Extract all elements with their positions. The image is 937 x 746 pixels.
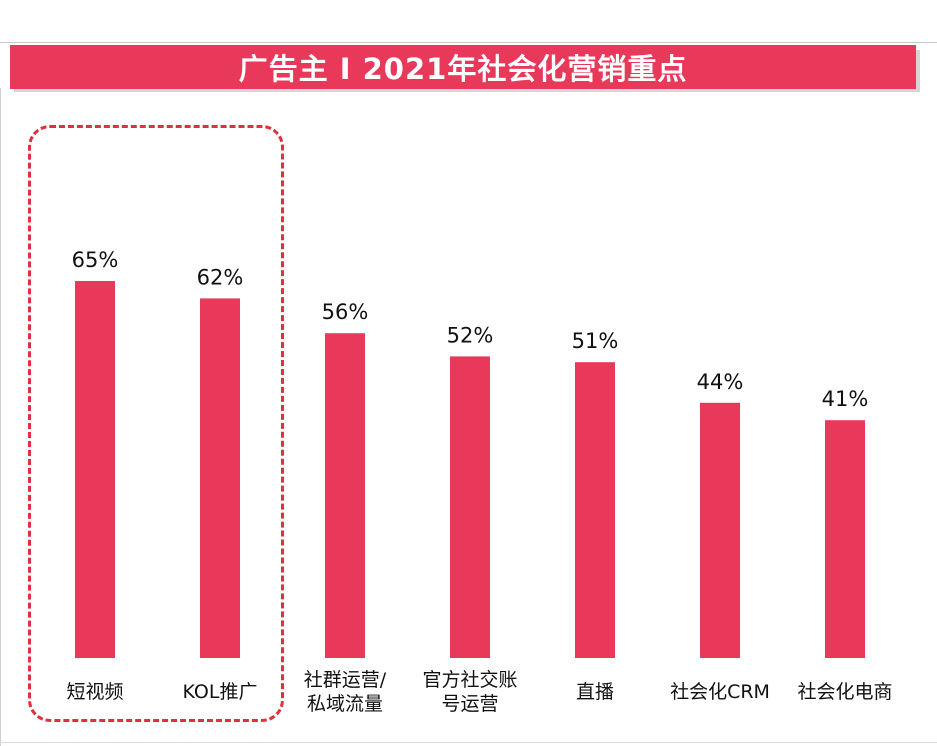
value-label-2: 62% xyxy=(197,265,244,289)
bar-7 xyxy=(825,420,865,658)
value-labels-group: 65% 62% 56% 52% 51% 44% 41% xyxy=(72,248,869,411)
category-label-line: 官方社交账 xyxy=(422,669,517,691)
category-label-line: 社群运营/ xyxy=(304,669,387,691)
bar-3 xyxy=(325,333,365,658)
bars-group xyxy=(75,281,865,658)
category-label-7: 社会化电商 xyxy=(797,681,892,703)
bar-4 xyxy=(450,356,490,658)
value-label-3: 56% xyxy=(322,300,369,324)
title-banner: 广告主 I 2021年社会化营销重点 xyxy=(10,45,916,89)
category-label-6: 社会化CRM xyxy=(670,681,770,703)
category-label-1: 短视频 xyxy=(66,681,123,703)
bar-6 xyxy=(700,402,740,658)
category-label-line: 社会化电商 xyxy=(797,681,892,703)
category-label-line: 社会化CRM xyxy=(670,681,770,703)
category-label-2: KOL推广 xyxy=(183,681,258,703)
bar-2 xyxy=(200,298,240,658)
value-label-4: 52% xyxy=(447,323,494,347)
category-label-3: 社群运营/私域流量 xyxy=(304,669,387,715)
category-label-line: 号运营 xyxy=(441,693,498,715)
value-label-1: 65% xyxy=(72,248,119,272)
category-label-4: 官方社交账号运营 xyxy=(422,669,517,715)
category-label-line: 私域流量 xyxy=(307,693,383,715)
bar-5 xyxy=(575,362,615,658)
highlight-box xyxy=(28,125,284,722)
value-label-5: 51% xyxy=(572,329,619,353)
value-label-7: 41% xyxy=(822,387,869,411)
value-label-6: 44% xyxy=(697,370,744,394)
top-rule xyxy=(0,42,937,43)
category-label-line: 直播 xyxy=(576,681,614,703)
chart-title: 广告主 I 2021年社会化营销重点 xyxy=(238,52,688,86)
left-rule xyxy=(0,88,1,746)
bottom-rule xyxy=(0,742,937,743)
category-label-line: KOL推广 xyxy=(183,681,258,703)
category-label-line: 短视频 xyxy=(66,681,123,703)
category-label-5: 直播 xyxy=(576,681,614,703)
bar-1 xyxy=(75,281,115,658)
